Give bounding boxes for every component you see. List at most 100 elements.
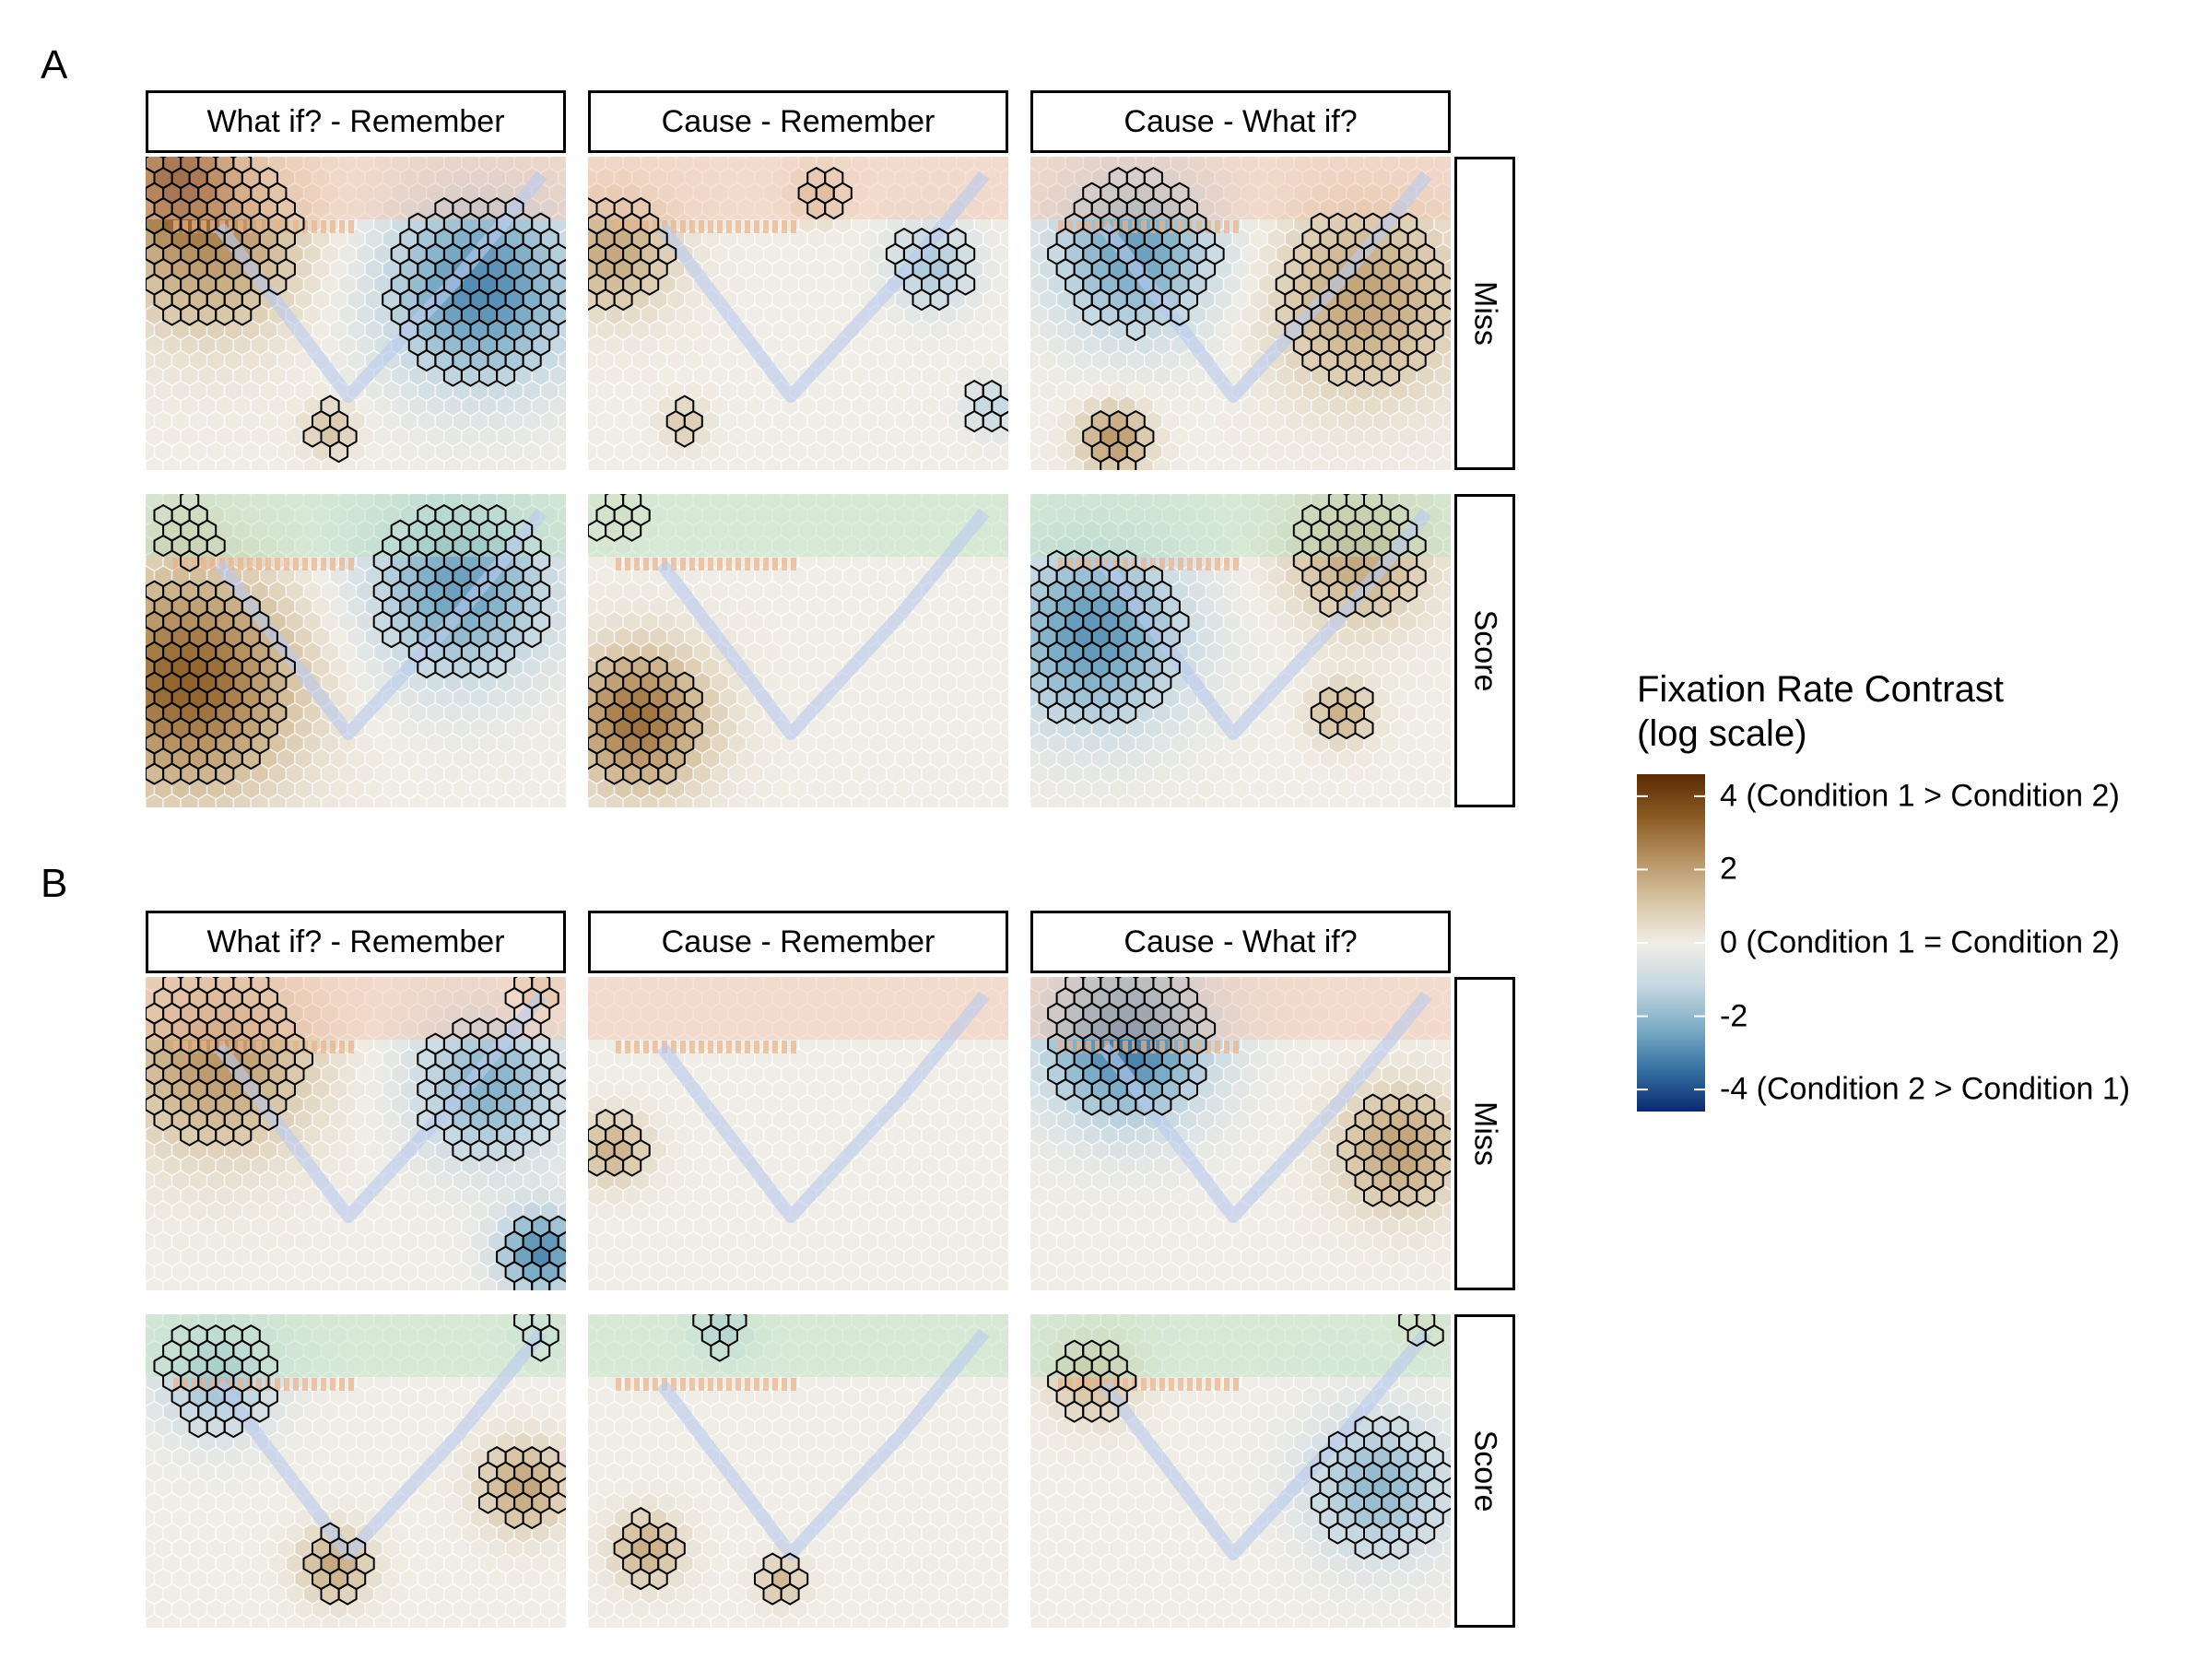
facet-b-miss-2 — [588, 977, 1008, 1290]
hex-bin — [557, 410, 566, 432]
facet-b-miss-1 — [146, 977, 566, 1290]
column-header-b-1: What if? - Remember — [146, 911, 566, 973]
significant-hex — [557, 1261, 566, 1283]
hex-bin — [1441, 410, 1451, 432]
hex-bin — [1441, 349, 1451, 371]
hex-bin — [1441, 535, 1451, 557]
hex-bin — [999, 778, 1008, 800]
facet-a-miss-2 — [588, 157, 1008, 470]
significant-hex — [522, 348, 542, 372]
significant-hex — [622, 519, 642, 542]
column-header-b-3: Cause - What if? — [1030, 911, 1451, 973]
hex-bin — [557, 1139, 566, 1161]
significant-hex — [999, 410, 1008, 432]
hex-bin — [557, 535, 566, 557]
panel-label-a: A — [41, 42, 68, 88]
hex-bin — [999, 747, 1008, 770]
row-header-b-miss-label: Miss — [1467, 1101, 1503, 1166]
hex-bin — [557, 441, 566, 463]
significant-hex — [531, 1124, 551, 1147]
significant-hex — [824, 196, 844, 220]
facet-a-score-2 — [588, 494, 1008, 807]
trajectory-arrow — [214, 991, 547, 1223]
hex-bin — [557, 565, 566, 587]
hex-bin — [1441, 747, 1451, 770]
hex-bin — [1441, 380, 1451, 402]
facet-a-score-3 — [1030, 494, 1451, 807]
row-header-b-score: Score — [1454, 1314, 1515, 1628]
significant-hex — [496, 364, 516, 387]
significant-hex — [329, 440, 349, 464]
significant-hex — [1381, 364, 1401, 387]
hex-bin — [999, 167, 1008, 189]
row-header-a-score: Score — [1454, 494, 1515, 807]
hex-bin — [1441, 197, 1451, 219]
hex-bin — [999, 319, 1008, 341]
significant-hex — [675, 425, 695, 448]
significant-hex — [1354, 716, 1374, 740]
hex-bin — [557, 595, 566, 618]
significant-hex — [657, 762, 677, 785]
hex-bin — [557, 504, 566, 526]
hex-map — [146, 157, 566, 470]
significant-hex — [206, 534, 226, 558]
hex-bin — [999, 987, 1008, 1009]
significant-hex — [180, 549, 200, 572]
significant-hex — [557, 258, 566, 280]
hex-bin — [999, 349, 1008, 371]
hex-bin — [999, 228, 1008, 250]
hex-bin — [557, 1018, 566, 1040]
hex-bin — [1441, 595, 1451, 618]
significant-hex — [1143, 686, 1163, 710]
significant-hex — [1117, 455, 1137, 470]
facet-a-score-1 — [146, 494, 566, 807]
trajectory-arrow — [1099, 508, 1432, 740]
significant-hex — [613, 288, 633, 312]
hex-bin — [557, 167, 566, 189]
hex-bin — [1441, 778, 1451, 800]
hex-bin — [557, 380, 566, 402]
hex-bin — [557, 1170, 566, 1192]
hex-bin — [1441, 441, 1451, 463]
hex-bin — [557, 687, 566, 709]
hex-bin — [1441, 565, 1451, 587]
significant-hex — [487, 655, 507, 679]
row-header-a-miss-label: Miss — [1467, 281, 1503, 346]
column-header-a-2: Cause - Remember — [588, 90, 1008, 153]
hex-map — [588, 157, 1008, 470]
significant-hex — [258, 1108, 278, 1132]
significant-hex — [1371, 594, 1392, 618]
significant-hex — [215, 762, 235, 785]
significant-hex — [1398, 580, 1418, 603]
hex-bin — [999, 197, 1008, 219]
column-header-a-3: Cause - What if? — [1030, 90, 1451, 153]
hex-bin — [557, 349, 566, 371]
hex-bin — [1433, 455, 1451, 470]
hex-bin — [1441, 717, 1451, 739]
hex-bin — [999, 656, 1008, 678]
hex-bin — [999, 595, 1008, 618]
hex-bin — [991, 793, 1008, 807]
hex-map — [1030, 157, 1451, 470]
significant-hex — [557, 288, 566, 311]
hex-bin — [548, 455, 566, 470]
significant-hex — [1117, 701, 1137, 724]
hex-bin — [557, 1200, 566, 1222]
significant-hex — [1441, 288, 1451, 311]
panel-label-b: B — [41, 861, 68, 906]
row-header-a-score-label: Score — [1467, 609, 1503, 692]
hex-bin — [999, 1048, 1008, 1070]
top-region-tint — [1030, 494, 1451, 557]
hex-bin — [1441, 504, 1451, 526]
significant-hex — [1125, 318, 1146, 342]
significant-hex — [640, 273, 660, 296]
hex-map — [588, 977, 1008, 1290]
hex-map — [588, 494, 1008, 807]
trajectory-arrow — [214, 508, 547, 740]
top-region-tint — [588, 494, 1008, 557]
significant-hex — [232, 303, 253, 326]
hex-bin — [1433, 793, 1451, 807]
hex-bin — [548, 793, 566, 807]
hex-bin — [557, 656, 566, 678]
hex-bin — [1441, 228, 1451, 250]
